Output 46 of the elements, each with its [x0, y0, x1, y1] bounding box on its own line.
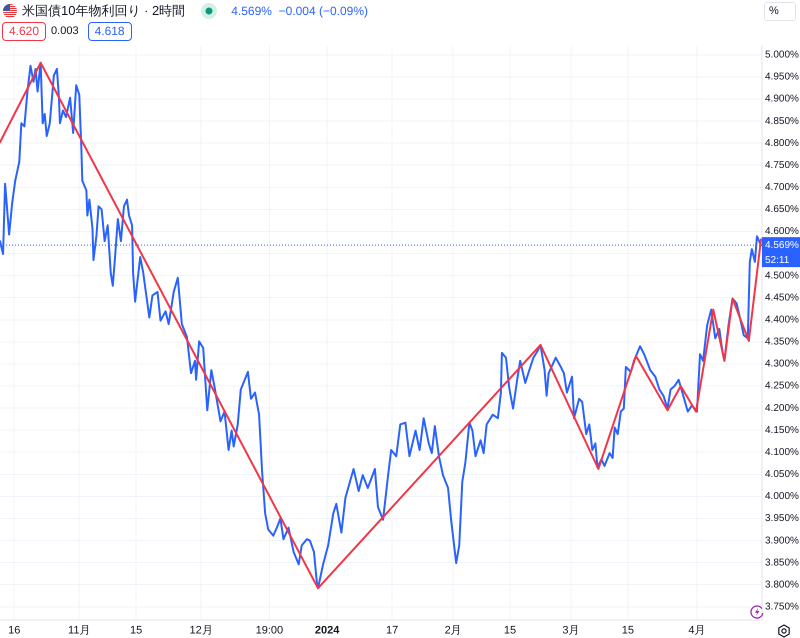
x-tick-label: 11月 [68, 624, 90, 637]
x-tick-label: 15 [130, 624, 142, 637]
y-tick-label: 4.250% [765, 380, 800, 392]
y-tick-label: 4.050% [765, 469, 800, 480]
y-tick-label: 3.950% [765, 513, 800, 524]
y-tick-label: 4.650% [765, 204, 800, 216]
value-box: 4.618 [88, 22, 132, 41]
y-axis-title: % [769, 5, 779, 17]
y-tick-label: 3.850% [765, 557, 800, 568]
x-tick-label: 4月 [688, 624, 706, 637]
y-tick-label: 4.200% [765, 402, 800, 414]
x-tick-label: 2月 [444, 624, 462, 637]
text: 4.569% −0.004 (−0.09%) [231, 4, 368, 18]
y-tick-label: 4.800% [765, 138, 800, 149]
x-tick-label: 15 [622, 624, 634, 637]
text: 52:11 [765, 254, 790, 266]
y-tick-label: 4.750% [765, 160, 800, 171]
y-tick-label: 4.300% [765, 358, 800, 370]
x-tick-label: 15 [504, 624, 516, 637]
x-tick-label: 17 [386, 624, 398, 637]
y-tick-label: 4.500% [765, 270, 800, 282]
y-tick-label: 4.400% [765, 314, 800, 326]
y-tick-label: 4.700% [765, 182, 800, 194]
y-tick-label: 5.000% [765, 50, 800, 61]
y-tick-label: 4.850% [765, 116, 800, 127]
y-tick-label: 3.800% [765, 579, 800, 590]
ref-line-label: 4.569% [765, 240, 800, 251]
x-tick-label: 12月 [190, 624, 213, 637]
y-tick-label: 4.900% [765, 94, 800, 105]
x-tick-label: 3月 [562, 624, 580, 637]
y-tick-label: 4.450% [765, 292, 800, 304]
x-tick-label: 2024 [314, 624, 340, 637]
value-box: 4.620 [2, 22, 46, 41]
x-tick-label: 19:00 [256, 624, 284, 637]
text: 0.003 [51, 24, 79, 39]
y-tick-label: 4.600% [765, 226, 800, 238]
x-tick-label: 16 [8, 624, 20, 637]
percent-button: % [764, 2, 796, 21]
chart-title: 米国債10年物利回り · 2時間 [22, 2, 186, 20]
y-tick-label: 3.750% [765, 602, 800, 613]
y-tick-label: 3.900% [765, 535, 800, 546]
y-tick-label: 4.350% [765, 336, 800, 348]
y-tick-label: 4.100% [765, 446, 800, 458]
y-tick-label: 4.150% [765, 424, 800, 436]
y-tick-label: 4.950% [765, 72, 800, 83]
y-tick-label: 4.000% [765, 491, 800, 502]
